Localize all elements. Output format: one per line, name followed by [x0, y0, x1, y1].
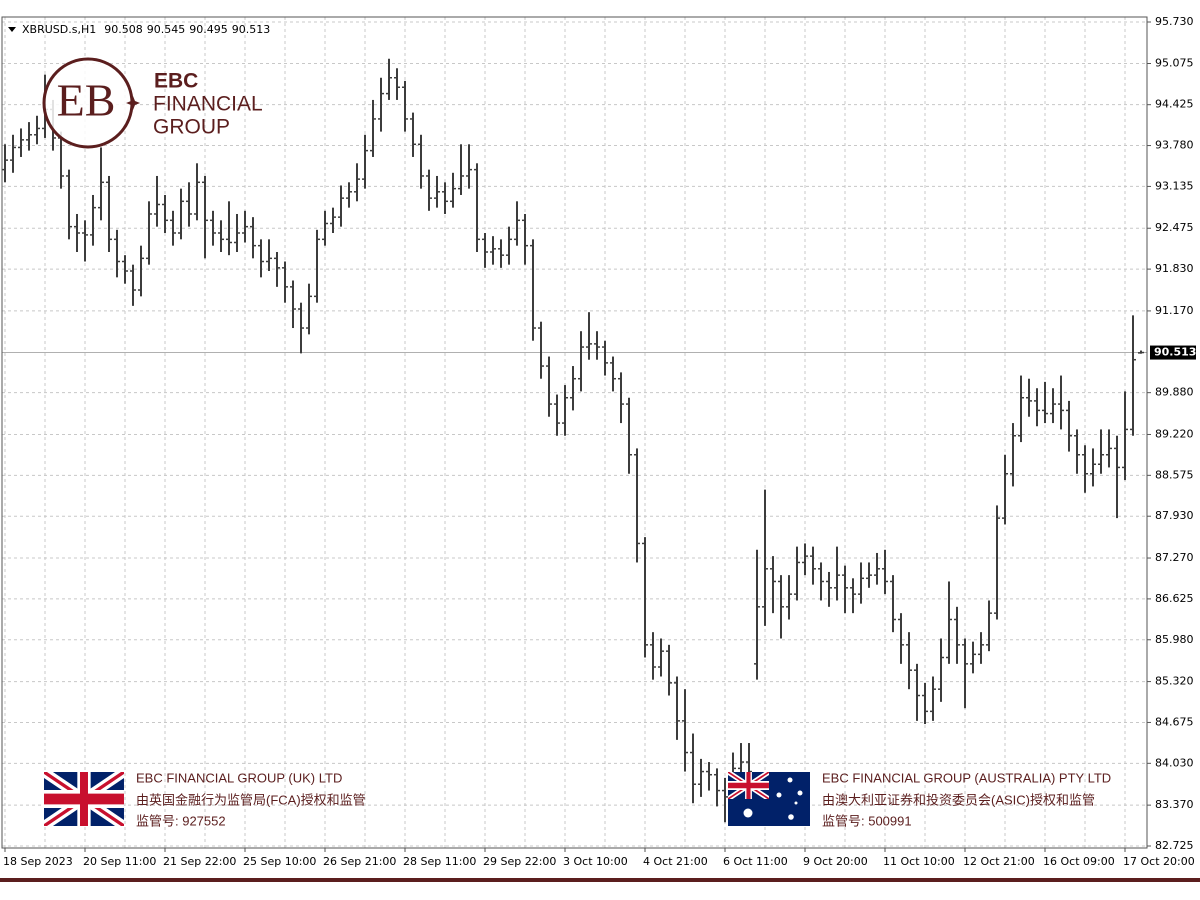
x-tick-label: 12 Oct 21:00	[963, 855, 1035, 868]
logo-mark: EB	[57, 75, 116, 126]
x-tick-label: 21 Sep 22:00	[163, 855, 236, 868]
uk-regulator: 由英国金融行为监管局(FCA)授权和监管	[136, 792, 366, 807]
au-regulator: 由澳大利亚证券和投资委员会(ASIC)授权和监管	[822, 792, 1095, 807]
x-tick-label: 17 Oct 20:00	[1123, 855, 1195, 868]
y-tick-label: 84.675	[1155, 715, 1194, 728]
header-low: 90.495	[189, 23, 228, 36]
x-tick-label: 4 Oct 21:00	[643, 855, 708, 868]
chart-title: XBRUSD.s,H1	[22, 23, 96, 36]
chart-header: XBRUSD.s,H1 90.508 90.545 90.495 90.513	[22, 23, 270, 36]
plot-frame	[1, 16, 1148, 849]
x-tick-label: 29 Sep 22:00	[483, 855, 556, 868]
y-tick-label: 86.625	[1155, 592, 1194, 605]
header-open: 90.508	[104, 23, 143, 36]
uk-flag	[44, 772, 124, 826]
y-tick-label: 93.135	[1155, 179, 1194, 192]
menu-arrow	[8, 27, 16, 32]
x-tick-label: 6 Oct 11:00	[723, 855, 788, 868]
last-price-box	[1150, 345, 1196, 360]
y-tick-label: 87.270	[1155, 551, 1194, 564]
au-entity: EBC FINANCIAL GROUP (AUSTRALIA) PTY LTD	[822, 770, 1111, 785]
x-tick-label: 28 Sep 11:00	[403, 855, 476, 868]
y-tick-label: 88.575	[1155, 468, 1194, 481]
x-tick-label: 11 Oct 10:00	[883, 855, 955, 868]
y-tick-label: 95.730	[1155, 15, 1194, 28]
y-tick-label: 89.880	[1155, 386, 1194, 399]
x-tick-label: 26 Sep 21:00	[323, 855, 396, 868]
y-tick-label: 94.425	[1155, 98, 1194, 111]
y-tick-label: 87.930	[1155, 509, 1194, 522]
x-tick-label: 16 Oct 09:00	[1043, 855, 1115, 868]
y-tick-label: 93.780	[1155, 139, 1194, 152]
grid	[2, 17, 1147, 848]
x-tick-label: 9 Oct 20:00	[803, 855, 868, 868]
footer-band	[0, 878, 1200, 882]
y-tick-label: 84.030	[1155, 756, 1194, 769]
au-flag	[728, 772, 810, 826]
uk-entity: EBC FINANCIAL GROUP (UK) LTD	[136, 770, 342, 785]
y-tick-label: 83.370	[1155, 798, 1194, 811]
logo: EB EBC FINANCIAL GROUP	[42, 57, 263, 149]
logo-text: FINANCIAL	[153, 93, 263, 116]
y-tick-label: 89.220	[1155, 427, 1194, 440]
y-tick-label: 85.320	[1155, 675, 1194, 688]
header-close: 90.513	[232, 23, 271, 36]
logo-star	[126, 96, 140, 110]
y-tick-label: 91.170	[1155, 304, 1194, 317]
y-tick-label: 95.075	[1155, 57, 1194, 70]
y-tick-label: 82.725	[1155, 839, 1194, 852]
last-price-label: 90.513	[1154, 346, 1196, 359]
y-tick-label: 91.830	[1155, 262, 1194, 275]
y-tick-label: 85.980	[1155, 633, 1194, 646]
x-tick-label: 20 Sep 11:00	[83, 855, 156, 868]
x-tick-label: 25 Sep 10:00	[243, 855, 316, 868]
header-high: 90.545	[147, 23, 186, 36]
bars	[2, 58, 1144, 823]
uk-license: 监管号: 927552	[136, 813, 226, 828]
au-license: 监管号: 500991	[822, 813, 912, 828]
y-tick-label: 92.475	[1155, 221, 1194, 234]
x-tick-label: 18 Sep 2023	[3, 855, 73, 868]
logo-text: EBC	[154, 70, 198, 93]
x-tick-label: 3 Oct 10:00	[563, 855, 628, 868]
logo-text: GROUP	[153, 116, 230, 139]
